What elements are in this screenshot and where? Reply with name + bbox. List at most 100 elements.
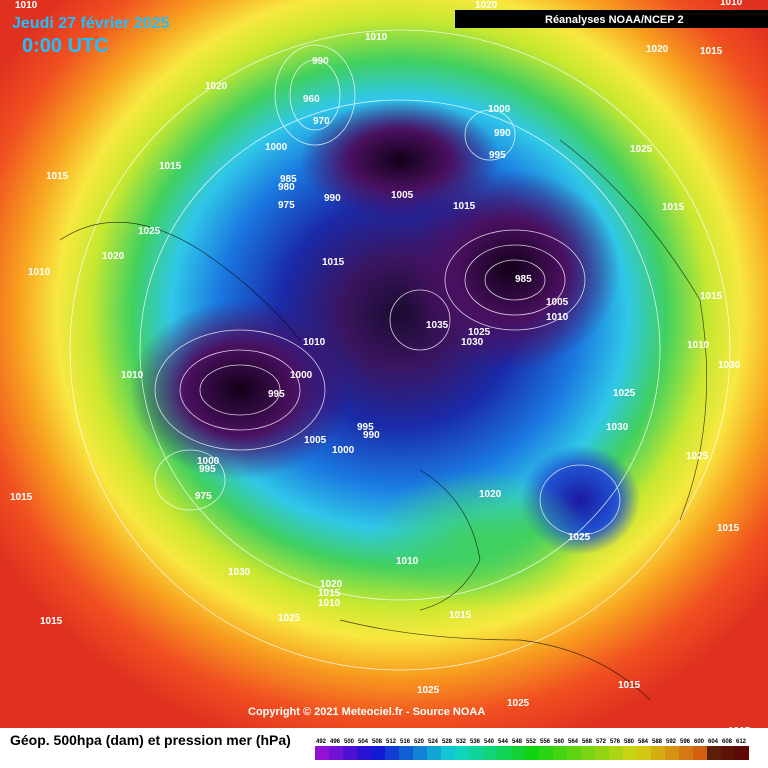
- low-area: [130, 300, 350, 480]
- pressure-label: 1000: [265, 142, 288, 153]
- pressure-label: 1015: [322, 257, 345, 268]
- scale-label: 496: [330, 739, 341, 745]
- scale-label: 592: [666, 739, 677, 745]
- scale-swatch: [693, 746, 707, 760]
- scale-label: 512: [386, 739, 397, 745]
- pressure-label: 1010: [720, 0, 743, 8]
- scale-label: 548: [512, 739, 523, 745]
- scale-swatch: [511, 746, 525, 760]
- pressure-label: 1025: [417, 685, 440, 696]
- scale-label: 564: [568, 739, 579, 745]
- scale-label: 532: [456, 739, 467, 745]
- pressure-label: 1010: [318, 598, 341, 609]
- pressure-label: 1025: [630, 144, 653, 155]
- pressure-label: 1010: [365, 32, 388, 43]
- copyright: Copyright © 2021 Meteociel.fr - Source N…: [248, 706, 485, 718]
- pressure-label: 1015: [10, 492, 33, 503]
- scale-label: 588: [652, 739, 663, 745]
- pressure-label: 1010: [687, 340, 710, 351]
- scale-swatch: [497, 746, 511, 760]
- scale-swatch: [581, 746, 595, 760]
- scale-swatch: [609, 746, 623, 760]
- scale-label: 500: [344, 739, 355, 745]
- pressure-label: 985: [280, 174, 297, 185]
- scale-swatch: [371, 746, 385, 760]
- pressure-label: 970: [313, 116, 330, 127]
- scale-swatch: [343, 746, 357, 760]
- pressure-label: 1010: [303, 337, 326, 348]
- scale-swatch: [469, 746, 483, 760]
- scale-swatch: [651, 746, 665, 760]
- scale-label: 568: [582, 739, 593, 745]
- pressure-label: 995: [357, 422, 374, 433]
- scale-label: 576: [610, 739, 621, 745]
- scale-label: 504: [358, 739, 369, 745]
- pressure-label: 1020: [646, 44, 669, 55]
- scale-label: 516: [400, 739, 411, 745]
- pressure-label: 1020: [479, 489, 502, 500]
- scale-swatch: [399, 746, 413, 760]
- scale-swatch: [329, 746, 343, 760]
- pressure-label: 1030: [606, 422, 629, 433]
- pressure-label: 1020: [320, 579, 343, 590]
- scale-swatch: [623, 746, 637, 760]
- scale-swatch: [595, 746, 609, 760]
- scale-label: 544: [498, 739, 509, 745]
- scale-swatch: [483, 746, 497, 760]
- pressure-label: 1010: [15, 0, 38, 11]
- pressure-label: 1015: [159, 161, 182, 172]
- pressure-label: 1005: [546, 297, 569, 308]
- scale-swatch: [413, 746, 427, 760]
- pressure-label: 995: [199, 464, 216, 475]
- pressure-label: 1015: [40, 616, 63, 627]
- scale-swatch: [455, 746, 469, 760]
- pressure-label: 985: [515, 274, 532, 285]
- pressure-label: 1030: [228, 567, 251, 578]
- legend-title: Géop. 500hpa (dam) et pression mer (hPa): [10, 732, 291, 748]
- pressure-label: 1015: [700, 291, 723, 302]
- pressure-label: 990: [363, 430, 380, 441]
- color-scale: 492 496 500 504 508 512 516 520 524 528 532 536 540 5…: [315, 739, 749, 760]
- scale-label: 604: [708, 739, 719, 745]
- scale-label: 520: [414, 739, 425, 745]
- isobars: [69, 29, 731, 671]
- scale-label: 572: [596, 739, 607, 745]
- scale-label: 596: [680, 739, 691, 745]
- pressure-label: 1010: [121, 370, 144, 381]
- pressure-label: 1015: [46, 171, 69, 182]
- scale-label: 608: [722, 739, 733, 745]
- scale-swatch: [707, 746, 721, 760]
- pressure-label: 1035: [426, 320, 449, 331]
- scale-swatch: [553, 746, 567, 760]
- pressure-label: 1000: [488, 104, 511, 115]
- low-area: [400, 170, 620, 370]
- pressure-label: 990: [494, 128, 511, 139]
- scale-swatch: [539, 746, 553, 760]
- pressure-label: 995: [268, 389, 285, 400]
- scale-label: 612: [736, 739, 747, 745]
- source-tag: Réanalyses NOAA/NCEP 2: [545, 14, 684, 26]
- pressure-label: 1025: [138, 226, 161, 237]
- scale-swatch: [357, 746, 371, 760]
- scale-label: 492: [316, 739, 327, 745]
- scale-swatch: [637, 746, 651, 760]
- pressure-label: 1010: [396, 556, 419, 567]
- pressure-label: 990: [312, 56, 329, 67]
- pressure-label: 1025: [278, 613, 301, 624]
- time: 0:00 UTC: [22, 35, 109, 57]
- scale-label: 600: [694, 739, 705, 745]
- scale-label: 560: [554, 739, 565, 745]
- pressure-label: 1000: [197, 456, 220, 467]
- pressure-label: 1025: [507, 698, 530, 709]
- scale-swatch: [441, 746, 455, 760]
- pressure-label: 1010: [28, 267, 51, 278]
- pressure-label: 1025: [568, 532, 591, 543]
- pressure-label: 1015: [449, 610, 472, 621]
- scale-swatch: [735, 746, 749, 760]
- scale-swatch: [315, 746, 329, 760]
- scale-label: 524: [428, 739, 439, 745]
- pressure-label: 1010: [546, 312, 569, 323]
- scale-label: 552: [526, 739, 537, 745]
